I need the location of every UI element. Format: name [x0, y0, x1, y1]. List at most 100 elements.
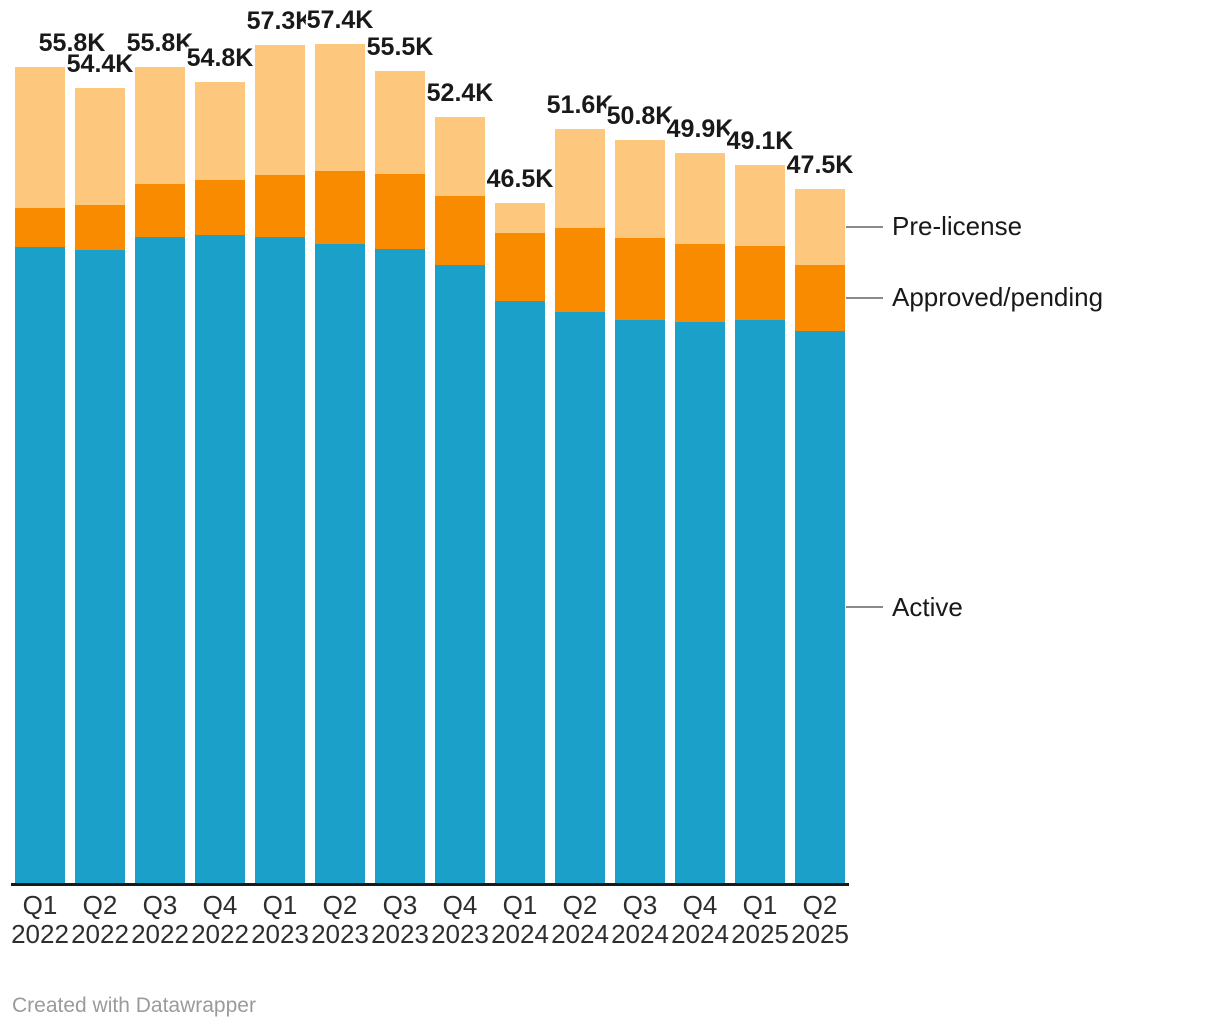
legend-item-active: Active — [846, 591, 963, 623]
bar-segment-active[interactable] — [675, 321, 725, 884]
bar-segment-approved-pending[interactable] — [135, 184, 185, 237]
bar-segment-approved-pending[interactable] — [615, 238, 665, 321]
x-axis-label: Q1 2022 — [11, 891, 69, 949]
bar-total-label: 54.8K — [186, 43, 254, 72]
bar-segment-pre-license[interactable] — [255, 45, 305, 176]
x-axis-label-year: 2022 — [131, 919, 189, 949]
bar-segment-pre-license[interactable] — [795, 188, 845, 265]
bar-segment-approved-pending[interactable] — [195, 179, 245, 236]
x-axis-label: Q4 2023 — [431, 891, 489, 949]
legend-pointer-line — [846, 296, 883, 299]
bar-total-label: 49.9K — [666, 115, 734, 144]
x-axis-label: Q2 2022 — [71, 891, 129, 949]
x-axis-label: Q2 2023 — [311, 891, 369, 949]
x-axis-label-quarter: Q2 — [562, 890, 598, 920]
bar-segment-approved-pending[interactable] — [15, 207, 65, 248]
bar-segment-active[interactable] — [435, 264, 485, 884]
x-axis-label-quarter: Q3 — [142, 890, 178, 920]
legend-pointer-line — [846, 225, 883, 228]
bar-total-label: 52.4K — [426, 78, 494, 107]
x-axis-label: Q1 2024 — [491, 891, 549, 949]
x-axis-label: Q1 2025 — [731, 891, 789, 949]
x-axis-label: Q2 2025 — [791, 891, 849, 949]
bar-segment-approved-pending[interactable] — [375, 173, 425, 249]
x-axis-label-quarter: Q1 — [742, 890, 778, 920]
bar-segment-active[interactable] — [615, 320, 665, 884]
legend-label-active: Active — [892, 591, 963, 622]
bar-segment-pre-license[interactable] — [375, 71, 425, 174]
bar-segment-active[interactable] — [735, 320, 785, 884]
x-axis-label-year: 2023 — [431, 919, 489, 949]
bar-segment-pre-license[interactable] — [195, 81, 245, 180]
bar-segment-approved-pending[interactable] — [75, 204, 125, 251]
bar-total-label: 46.5K — [486, 165, 554, 194]
bar-segment-pre-license[interactable] — [495, 203, 545, 233]
x-axis-label-year: 2025 — [791, 919, 849, 949]
x-axis-label: Q2 2024 — [551, 891, 609, 949]
bar-segment-approved-pending[interactable] — [315, 171, 365, 245]
x-axis-label: Q3 2024 — [611, 891, 669, 949]
bar-segment-pre-license[interactable] — [555, 128, 605, 229]
bar-total-label: 55.5K — [366, 33, 434, 62]
bar-segment-approved-pending[interactable] — [555, 228, 605, 312]
x-axis-label-year: 2024 — [551, 919, 609, 949]
x-axis-label-quarter: Q4 — [682, 890, 718, 920]
bar-segment-active[interactable] — [135, 236, 185, 884]
bar-segment-approved-pending[interactable] — [795, 264, 845, 331]
bar-segment-pre-license[interactable] — [675, 153, 725, 245]
bar-segment-active[interactable] — [795, 330, 845, 884]
x-axis-label: Q3 2022 — [131, 891, 189, 949]
x-axis-line — [11, 883, 849, 886]
legend-item-pre-license: Pre-license — [846, 211, 1022, 243]
bar-segment-pre-license[interactable] — [735, 165, 785, 246]
bar-segment-active[interactable] — [255, 236, 305, 884]
bar-segment-active[interactable] — [375, 248, 425, 884]
x-axis-label-quarter: Q2 — [82, 890, 118, 920]
x-axis-label-quarter: Q1 — [22, 890, 58, 920]
bar-segment-pre-license[interactable] — [615, 140, 665, 239]
x-axis-label-quarter: Q1 — [262, 890, 298, 920]
bar-segment-pre-license[interactable] — [75, 87, 125, 205]
legend-label-approved-pending: Approved/pending — [892, 282, 1104, 313]
x-axis-label: Q1 2023 — [251, 891, 309, 949]
bar-segment-active[interactable] — [495, 301, 545, 884]
x-axis-label-year: 2024 — [491, 919, 549, 949]
x-axis-label-quarter: Q1 — [502, 890, 538, 920]
bar-segment-approved-pending[interactable] — [435, 195, 485, 265]
x-axis-label-quarter: Q3 — [382, 890, 418, 920]
bar-segment-active[interactable] — [15, 247, 65, 884]
datawrapper-credit[interactable]: Created with Datawrapper — [12, 994, 256, 1017]
bar-segment-active[interactable] — [195, 235, 245, 884]
bar-segment-pre-license[interactable] — [435, 116, 485, 196]
bar-total-label: 50.8K — [606, 102, 674, 131]
x-axis-label-year: 2024 — [671, 919, 729, 949]
bar-segment-approved-pending[interactable] — [495, 232, 545, 302]
x-axis-label-year: 2025 — [731, 919, 789, 949]
bar-total-label: 51.6K — [546, 90, 614, 119]
x-axis-label-quarter: Q4 — [202, 890, 238, 920]
x-axis-label: Q4 2022 — [191, 891, 249, 949]
bar-total-label: 57.4K — [306, 5, 374, 34]
x-axis-label-year: 2023 — [311, 919, 369, 949]
x-axis-label-year: 2023 — [371, 919, 429, 949]
x-axis-label-quarter: Q2 — [802, 890, 838, 920]
bar-segment-pre-license[interactable] — [135, 67, 185, 185]
legend-label-pre-license: Pre-license — [892, 211, 1023, 242]
bar-segment-approved-pending[interactable] — [255, 175, 305, 237]
bar-segment-pre-license[interactable] — [315, 43, 365, 172]
bar-segment-pre-license[interactable] — [15, 67, 65, 208]
x-axis-label-year: 2022 — [191, 919, 249, 949]
x-axis-label: Q4 2024 — [671, 891, 729, 949]
legend-pointer-line — [846, 606, 883, 609]
bar-segment-active[interactable] — [75, 250, 125, 884]
bar-segment-active[interactable] — [555, 311, 605, 884]
bar-segment-approved-pending[interactable] — [675, 244, 725, 322]
x-axis-label: Q3 2023 — [371, 891, 429, 949]
x-axis-label-year: 2022 — [71, 919, 129, 949]
bar-segment-active[interactable] — [315, 244, 365, 884]
bar-segment-approved-pending[interactable] — [735, 245, 785, 321]
x-axis-label-year: 2024 — [611, 919, 669, 949]
bar-total-label: 57.3K — [246, 7, 314, 36]
